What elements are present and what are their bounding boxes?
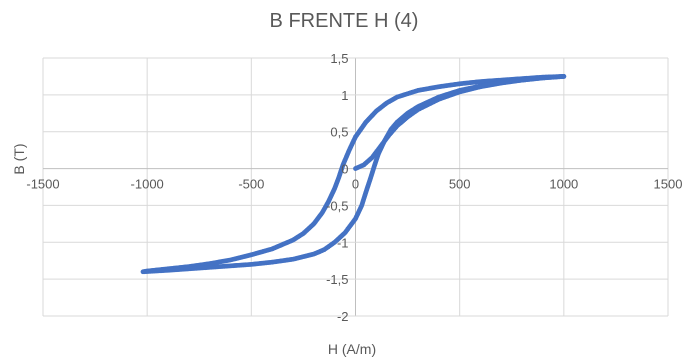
y-tick-label: -2 — [337, 309, 349, 324]
y-tick-label: 0,5 — [330, 125, 348, 140]
x-axis-label: H (A/m) — [328, 341, 376, 357]
tick-layer: -1500 -1000 -500 0 500 1000 1500 -2 -1,5 -1 -0,5 0 0… — [26, 51, 682, 324]
x-tick-label: 0 — [352, 177, 359, 192]
y-tick-label: -1 — [337, 235, 349, 250]
x-tick-label: 1500 — [654, 177, 683, 192]
x-tick-label: 1000 — [549, 177, 578, 192]
y-axis-label: B (T) — [11, 143, 27, 174]
x-tick-label: -1500 — [26, 177, 59, 192]
y-tick-label: -1,5 — [326, 272, 348, 287]
x-tick-label: -500 — [238, 177, 264, 192]
y-tick-label: 1,5 — [330, 51, 348, 66]
y-tick-label: -0,5 — [326, 198, 348, 213]
chart-title: B FRENTE H (4) — [270, 10, 419, 32]
x-tick-label: 500 — [449, 177, 471, 192]
y-tick-label: 0 — [341, 162, 348, 177]
x-tick-label: -1000 — [131, 177, 164, 192]
data-point — [561, 74, 567, 79]
series-layer — [140, 74, 567, 275]
y-tick-label: 1 — [341, 88, 348, 103]
grid-layer — [42, 57, 669, 317]
